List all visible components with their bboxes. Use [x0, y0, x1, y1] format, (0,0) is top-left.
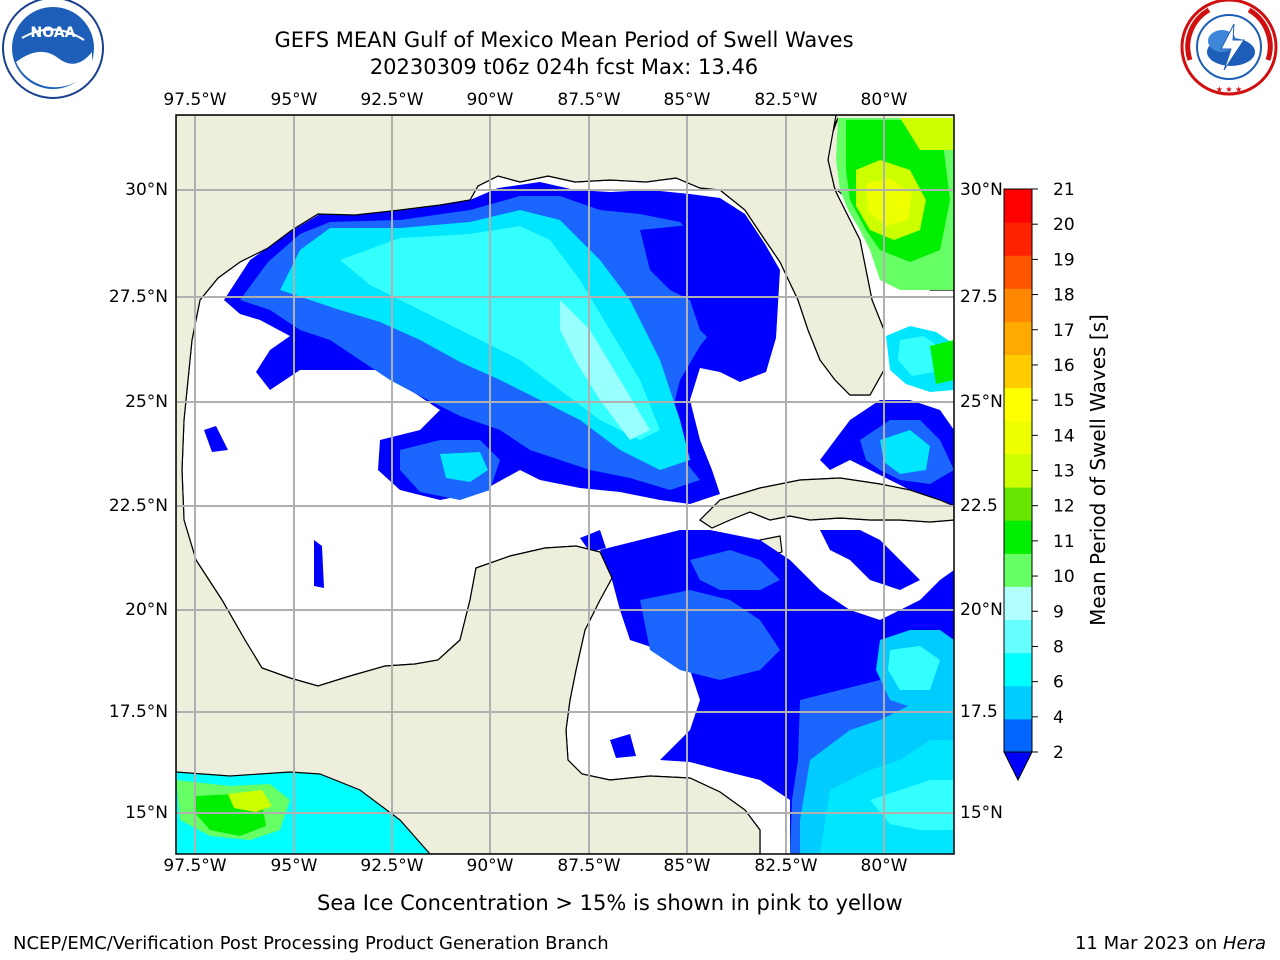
lat-label-right: 30°N — [960, 180, 1003, 200]
lon-label-top: 80°W — [860, 90, 908, 110]
colorbar-swatch — [1004, 222, 1032, 256]
lon-label-bottom: 95°W — [270, 856, 318, 876]
colorbar-tick-label: 16 — [1053, 356, 1075, 376]
colorbar-swatch — [1004, 255, 1032, 289]
nws-logo: ★ ★ ★ — [1180, 0, 1278, 96]
footer-date-text: 11 Mar 2023 on — [1074, 933, 1223, 954]
colorbar-swatch — [1004, 420, 1032, 455]
lat-label-left: 27.5°N — [108, 287, 168, 307]
colorbar-swatch — [1004, 685, 1032, 720]
colorbar-tick-label: 12 — [1053, 497, 1075, 517]
colorbar-swatch — [1004, 321, 1032, 356]
lat-label-left: 20°N — [125, 600, 168, 620]
lat-label-right: 15°N — [960, 803, 1003, 823]
lon-label-top: 82.5°W — [754, 90, 818, 110]
noaa-logo: NOAA — [2, 0, 104, 99]
colorbar-swatch — [1004, 453, 1032, 488]
colorbar-swatch — [1004, 387, 1032, 422]
lat-label-left: 15°N — [125, 803, 168, 823]
colorbar-tick-label: 19 — [1053, 250, 1075, 270]
chart-title: GEFS MEAN Gulf of Mexico Mean Period of … — [274, 28, 854, 52]
colorbar-swatch — [1004, 189, 1032, 223]
lon-label-bottom: 80°W — [860, 856, 908, 876]
lat-label-right: 25°N — [960, 392, 1003, 412]
noaa-logo-text: NOAA — [31, 25, 76, 41]
lon-label-bottom: 97.5°W — [163, 856, 227, 876]
colorbar-swatch — [1004, 553, 1032, 587]
colorbar-swatch — [1004, 586, 1032, 621]
colorbar-tick-label: 21 — [1053, 180, 1075, 200]
lon-label-bottom: 90°W — [466, 856, 514, 876]
swell-period-field — [176, 118, 954, 854]
colorbar-tick-label: 14 — [1053, 426, 1075, 446]
colorbar-tick-label: 13 — [1053, 462, 1075, 482]
colorbar-swatch — [1004, 487, 1032, 521]
lat-label-right: 22.5 — [960, 496, 998, 516]
lon-label-top: 90°W — [466, 90, 514, 110]
colorbar-label: Mean Period of Swell Waves [s] — [1086, 314, 1110, 626]
colorbar-tick-label: 4 — [1053, 708, 1064, 728]
lon-label-bottom: 85°W — [663, 856, 711, 876]
lon-label-top: 92.5°W — [360, 90, 424, 110]
colorbar-tick-label: 9 — [1053, 602, 1064, 622]
lon-label-top: 95°W — [270, 90, 318, 110]
colorbar-tick-label: 2 — [1053, 743, 1064, 763]
colorbar-tick-label: 17 — [1053, 321, 1075, 341]
footer-branch: NCEP/EMC/Verification Post Processing Pr… — [13, 933, 609, 954]
lon-label-bottom: 82.5°W — [754, 856, 818, 876]
colorbar-swatch — [1004, 520, 1032, 554]
lat-label-right: 20°N — [960, 600, 1003, 620]
lon-label-top: 85°W — [663, 90, 711, 110]
map-frame — [175, 114, 955, 855]
gridlines — [176, 115, 954, 854]
lat-label-right: 27.5 — [960, 287, 998, 307]
footer-machine: Hera — [1222, 933, 1266, 954]
colorbar-swatch — [1004, 354, 1032, 389]
colorbar-tick-label: 15 — [1053, 391, 1075, 411]
chart-subtitle: 20230309 t06z 024h fcst Max: 13.46 — [369, 55, 759, 79]
colorbar-swatch — [1004, 652, 1032, 687]
colorbar-swatch — [1004, 619, 1032, 654]
colorbar-tick-label: 20 — [1053, 215, 1075, 235]
lat-label-left: 22.5°N — [108, 496, 168, 516]
colorbar-tick-label: 6 — [1053, 673, 1064, 693]
colorbar-tick-label: 11 — [1053, 532, 1075, 552]
lat-label-right: 17.5 — [960, 702, 998, 722]
lat-label-left: 30°N — [125, 180, 168, 200]
lon-label-top: 97.5°W — [163, 90, 227, 110]
svg-text:★ ★ ★: ★ ★ ★ — [1216, 85, 1243, 94]
colorbar-tick-label: 18 — [1053, 286, 1075, 306]
colorbar: 21 20 19 18 17 16 15 14 13 12 11 10 9 8 6 4 2 — [1003, 180, 1075, 782]
footer-date: 11 Mar 2023 on Hera — [1075, 933, 1266, 954]
lat-label-left: 25°N — [125, 392, 168, 412]
colorbar-tick-label: 8 — [1053, 637, 1064, 657]
lon-label-bottom: 87.5°W — [557, 856, 621, 876]
lon-label-bottom: 92.5°W — [360, 856, 424, 876]
colorbar-tick-label: 10 — [1053, 567, 1075, 587]
colorbar-swatch — [1004, 718, 1032, 753]
lon-label-top: 87.5°W — [557, 90, 621, 110]
colorbar-swatch — [1004, 288, 1032, 322]
colorbar-under-arrow — [1003, 751, 1033, 782]
lat-label-left: 17.5°N — [108, 702, 168, 722]
sea-ice-caption: Sea Ice Concentration > 15% is shown in … — [317, 891, 903, 915]
land-overlay — [176, 115, 954, 854]
